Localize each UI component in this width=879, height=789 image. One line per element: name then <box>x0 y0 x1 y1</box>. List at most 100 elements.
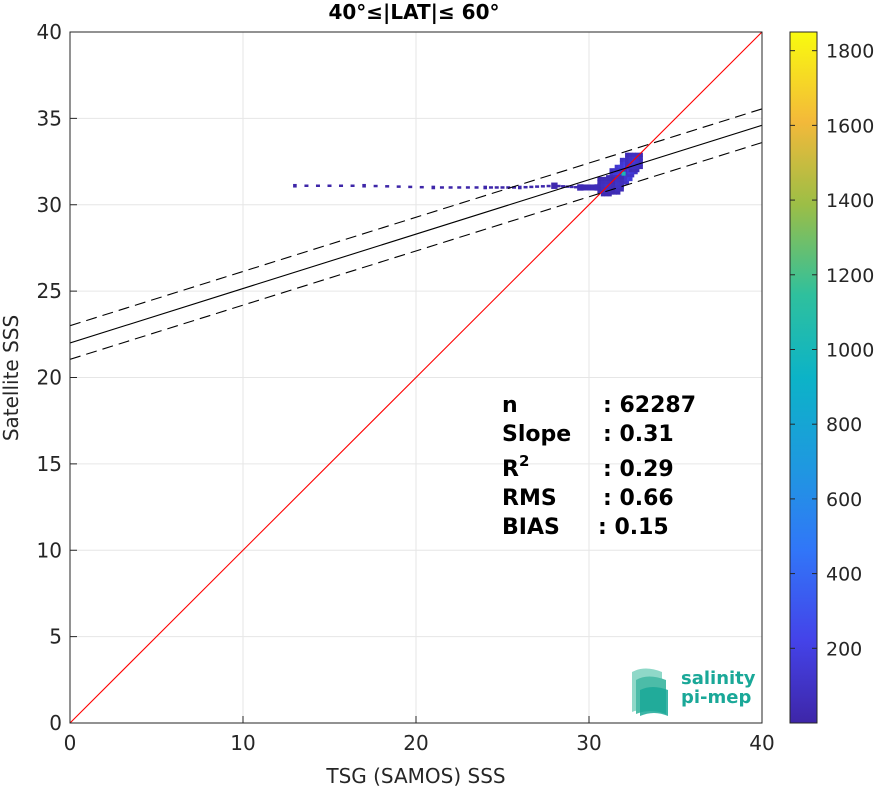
density-cell <box>623 180 628 185</box>
y-tick-label: 10 <box>37 538 62 562</box>
density-cell <box>625 155 630 160</box>
density-cell <box>408 185 413 189</box>
density-cell <box>506 186 511 189</box>
density-cell <box>569 185 574 189</box>
density-cell <box>635 165 640 170</box>
density-cell <box>600 186 605 191</box>
density-cell <box>619 168 624 173</box>
density-cell <box>396 185 401 188</box>
y-tick-label: 5 <box>49 625 62 649</box>
density-cell <box>625 161 630 166</box>
salinity-pi-mep-logo: salinity pi-mep <box>632 668 756 716</box>
density-cell <box>604 176 609 181</box>
y-tick-label: 40 <box>37 20 62 44</box>
colorbar-tick-label: 800 <box>826 414 862 436</box>
density-cell <box>362 183 366 188</box>
density-cell <box>631 168 636 173</box>
density-cell <box>293 183 297 188</box>
density-cell <box>638 152 643 157</box>
line-regression-upper <box>70 108 762 327</box>
density-cell <box>607 192 612 197</box>
density-cell <box>616 187 621 192</box>
density-cell <box>448 186 453 189</box>
fit-lines <box>70 32 762 723</box>
density-cell <box>611 176 616 181</box>
density-cell <box>561 185 566 188</box>
colorbar-tick-label: 1400 <box>826 190 874 212</box>
density-cell <box>597 183 602 188</box>
y-axis-label: Satellite SSS <box>0 315 23 441</box>
density-cell <box>304 184 309 187</box>
density-cell <box>457 186 462 189</box>
y-tick-label: 25 <box>37 279 62 303</box>
density-cell <box>635 155 640 160</box>
density-cell <box>611 186 616 191</box>
density-cell <box>604 179 609 184</box>
x-tick-label: 20 <box>403 731 428 755</box>
y-tick-label: 30 <box>37 193 62 217</box>
density-cell <box>635 168 640 173</box>
density-cell <box>350 184 355 187</box>
density-cell <box>607 186 612 191</box>
density-cell <box>500 186 505 189</box>
density-cell <box>638 161 643 166</box>
density-cell <box>631 152 636 157</box>
density-cell <box>630 170 635 175</box>
density-cell <box>556 184 561 188</box>
density-cell <box>623 174 628 179</box>
density-cell <box>494 186 499 189</box>
stat-value-bias: : 0.15 <box>598 515 669 540</box>
density-cell <box>611 183 616 188</box>
density-cell <box>616 181 621 186</box>
density-cell <box>574 185 579 189</box>
density-cell <box>584 184 589 191</box>
density-cell <box>619 175 624 180</box>
colorbar-tick-label: 1200 <box>826 265 874 287</box>
density-cell <box>611 189 616 194</box>
density-cell <box>546 184 551 188</box>
density-cell <box>619 164 624 169</box>
density-cell <box>600 179 605 184</box>
density-cell <box>635 152 640 157</box>
density-cell <box>439 186 444 189</box>
density-cell <box>626 170 631 175</box>
density-cell <box>523 185 528 189</box>
density-cell <box>628 177 633 182</box>
density-cell <box>628 155 633 160</box>
stat-value-slope: : 0.31 <box>603 422 674 447</box>
stat-value-r: : 0.29 <box>603 457 674 482</box>
stat-superscript: 2 <box>519 452 529 470</box>
density-cell <box>488 186 493 189</box>
colorbar-tick-label: 400 <box>826 564 862 586</box>
density-cell <box>631 165 636 170</box>
density-cell <box>597 189 602 194</box>
density-cell <box>431 185 436 190</box>
x-tick-label: 0 <box>64 731 77 755</box>
density-cell <box>628 168 633 173</box>
colorbar-tick-label: 1800 <box>826 41 874 63</box>
stat-label-rms: RMS <box>502 486 557 511</box>
density-cell <box>600 192 605 197</box>
density-cell <box>612 168 617 173</box>
x-axis-label: TSG (SAMOS) SSS <box>325 764 505 788</box>
line-regression <box>70 124 762 344</box>
colorbar-tick-label: 1600 <box>826 115 874 137</box>
density-cell <box>315 184 320 187</box>
density-cell <box>625 152 630 157</box>
density-cell <box>607 189 612 194</box>
stat-value-n: : 62287 <box>603 393 696 418</box>
density-cell <box>597 186 602 191</box>
density-cell <box>616 190 621 195</box>
density-cell <box>483 185 487 190</box>
density-cell <box>612 171 617 176</box>
density-cell <box>609 171 614 176</box>
density-cell <box>604 192 609 197</box>
density-cell <box>631 155 636 160</box>
density-cell <box>607 183 612 188</box>
density-cell <box>551 182 558 189</box>
line-identity <box>70 32 762 723</box>
colorbar <box>789 31 818 724</box>
density-cell <box>635 158 640 163</box>
density-cell <box>619 178 624 183</box>
density-cell <box>638 155 643 160</box>
